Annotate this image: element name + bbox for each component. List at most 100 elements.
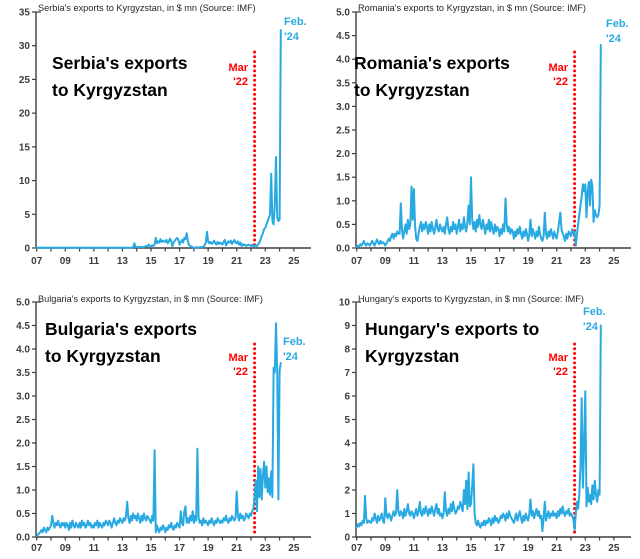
x-tick-label: 25 — [608, 256, 620, 267]
x-tick-label: 25 — [288, 543, 300, 554]
x-tick-label: 17 — [174, 256, 186, 267]
x-tick-label: 07 — [31, 256, 43, 267]
y-tick-label: 15 — [19, 142, 31, 153]
x-tick-label: 17 — [494, 256, 506, 267]
latest-annotation: Feb. '24 — [284, 16, 307, 43]
y-tick-label: 20 — [19, 109, 31, 120]
x-tick-label: 07 — [351, 256, 363, 267]
x-tick-label: 19 — [523, 256, 535, 267]
chart-hungary: 0 1 2 3 4 5 6 7 8 9 10 07 09 11 13 15 17 19 21 23 25 Hungary… — [320, 280, 640, 559]
chart-title: Serbia's exports to Kyrgyzstan, in $ mn … — [38, 3, 256, 13]
latest-annotation: Feb. '24 — [606, 18, 629, 45]
chart-bulgaria: 0.0 0.5 1.0 1.5 2.0 2.5 3.0 3.5 4.0 4.5 5.0 07 09 11 1… — [0, 280, 320, 559]
y-tick-label: 0.5 — [16, 509, 30, 520]
latest-annotation: Feb. '24 — [283, 336, 306, 363]
x-tick-label: 23 — [580, 543, 592, 554]
y-tick-label: 4.0 — [16, 345, 30, 356]
y-tick-label: 0 — [24, 244, 30, 255]
chart-title: Romania's exports to Kyrgyzstan, in $ mn… — [358, 3, 586, 13]
x-tick-label: 11 — [89, 543, 100, 554]
x-tick-label: 23 — [260, 543, 272, 554]
y-tick-label: 3 — [344, 462, 350, 473]
y-tick-label: 2.5 — [336, 126, 350, 137]
x-tick-label: 07 — [351, 543, 363, 554]
y-tick-label: 2.0 — [16, 439, 30, 450]
event-annotation: Mar '22 — [228, 352, 248, 378]
event-annotation: Mar '22 — [548, 62, 568, 88]
y-tick-label: 4.5 — [16, 321, 30, 332]
x-tick-label: 19 — [523, 543, 535, 554]
bulgaria-plot: 0.0 0.5 1.0 1.5 2.0 2.5 3.0 3.5 4.0 4.5 5.0 07 09 11 1… — [16, 298, 311, 554]
y-tick-label: 2 — [344, 486, 350, 497]
y-tick-label: 1 — [344, 509, 350, 520]
x-tick-label: 11 — [89, 256, 100, 267]
y-tick-label: 5 — [344, 415, 350, 426]
y-tick-label: 25 — [19, 75, 31, 86]
y-tick-label: 30 — [19, 41, 31, 52]
y-tick-label: 0.5 — [336, 220, 350, 231]
x-tick-label: 15 — [465, 543, 477, 554]
y-tick-label: 0.0 — [16, 533, 30, 544]
latest-annotation: Feb. '24 — [583, 306, 606, 333]
y-tick-label: 2.5 — [16, 415, 30, 426]
x-tick-label: 19 — [203, 543, 215, 554]
x-tick-label: 25 — [288, 256, 300, 267]
y-tick-label: 10 — [19, 176, 31, 187]
x-tick-label: 09 — [380, 543, 392, 554]
x-tick-label: 15 — [465, 256, 477, 267]
x-tick-label: 25 — [608, 543, 620, 554]
y-tick-label: 4 — [344, 439, 350, 450]
y-tick-label: 4.5 — [336, 31, 350, 42]
y-tick-label: 0.0 — [336, 244, 350, 255]
series-line — [35, 322, 282, 538]
y-tick-label: 3.0 — [336, 102, 350, 113]
chart-title: Hungary's exports to Kyrgyzstan, in $ mn… — [358, 294, 584, 304]
x-tick-label: 13 — [437, 256, 449, 267]
y-tick-label: 1.0 — [16, 486, 30, 497]
x-tick-label: 17 — [174, 543, 186, 554]
event-annotation: Mar '22 — [228, 62, 248, 88]
y-tick-label: 5.0 — [16, 298, 30, 309]
y-tick-label: 8 — [344, 345, 350, 356]
y-tick-label: 2.0 — [336, 149, 350, 160]
x-tick-label: 11 — [409, 543, 420, 554]
x-tick-label: 13 — [437, 543, 449, 554]
serbia-plot: 0 5 10 15 20 25 30 35 07 09 11 13 15 17 19 21 23 25 — [19, 8, 311, 267]
y-tick-label: 1.5 — [336, 173, 350, 184]
chart-big-label: Romania's exports to Kyrgyzstan — [354, 53, 510, 100]
y-tick-label: 5.0 — [336, 8, 350, 19]
chart-serbia: 0 5 10 15 20 25 30 35 07 09 11 13 15 17 19 21 23 25 Serbi… — [0, 0, 320, 280]
x-tick-label: 07 — [31, 543, 43, 554]
y-tick-label: 1.0 — [336, 196, 350, 207]
x-tick-label: 09 — [380, 256, 392, 267]
x-tick-label: 09 — [60, 256, 72, 267]
y-tick-label: 0 — [344, 533, 350, 544]
y-tick-label: 9 — [344, 321, 350, 332]
y-tick-label: 5 — [24, 210, 30, 221]
y-tick-label: 6 — [344, 392, 350, 403]
chart-romania: 0.0 0.5 1.0 1.5 2.0 2.5 3.0 3.5 4.0 4.5 5.0 07 09 11 1… — [320, 0, 640, 280]
series-line — [355, 324, 602, 533]
y-tick-label: 4.0 — [336, 55, 350, 66]
x-tick-label: 23 — [580, 256, 592, 267]
x-tick-label: 19 — [203, 256, 215, 267]
x-tick-label: 23 — [260, 256, 272, 267]
y-tick-label: 1.5 — [16, 462, 30, 473]
y-tick-label: 7 — [344, 368, 350, 379]
x-tick-label: 09 — [60, 543, 72, 554]
chart-big-label: Hungary's exports to Kyrgyzstan — [365, 319, 540, 366]
y-tick-label: 3.5 — [16, 368, 30, 379]
x-tick-label: 21 — [231, 543, 243, 554]
y-tick-label: 3.0 — [16, 392, 30, 403]
x-tick-label: 21 — [551, 543, 563, 554]
y-tick-label: 10 — [339, 298, 351, 309]
event-annotation: Mar '22 — [548, 352, 568, 378]
x-tick-label: 11 — [409, 256, 420, 267]
x-tick-label: 13 — [117, 543, 129, 554]
chart-big-label: Bulgaria's exports to Kyrgyzstan — [45, 319, 197, 366]
x-tick-label: 21 — [551, 256, 563, 267]
series-line — [355, 44, 602, 249]
x-tick-label: 21 — [231, 256, 243, 267]
